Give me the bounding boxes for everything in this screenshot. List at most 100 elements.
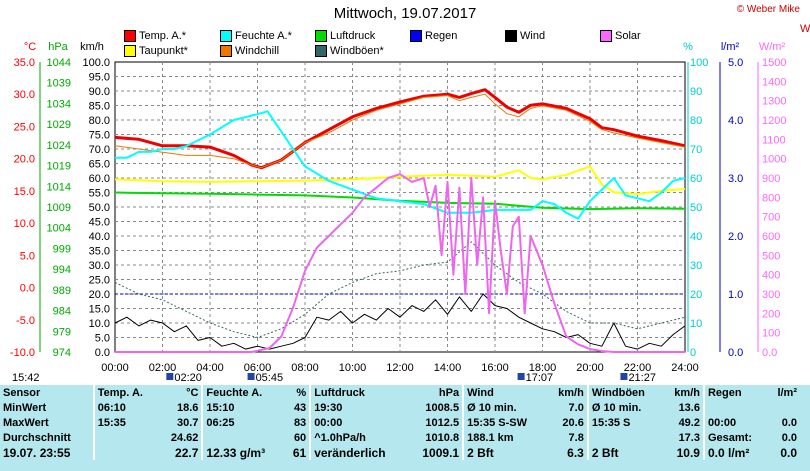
table-cell: km/h	[558, 386, 584, 399]
table-cell: Gesamt:	[702, 430, 768, 445]
wind-tick-label: 45.0	[89, 217, 110, 229]
table-cell: Ø 10 min.	[586, 400, 664, 415]
legend-label: Luftdruck	[330, 30, 376, 42]
table-cell: %	[296, 386, 307, 399]
table-row: MinWert 06:10 18.6 15:10 43 19:30 1008.5 Ø 10 m…	[0, 400, 800, 415]
table-cell: 18.6	[176, 401, 199, 414]
humidity-tick-label: 30	[690, 260, 702, 272]
table-row: MaxWert 15:35 30.7 06:25 83 00:00 1012.5 15:35 …	[0, 415, 800, 430]
x-tick-label: 10:00	[339, 362, 367, 374]
legend-item: Windchill	[220, 45, 279, 57]
x-tick-label: 02:00	[149, 362, 177, 374]
wind-tick-label: 0.0	[95, 347, 110, 359]
table-cell: 2 Bft	[462, 445, 547, 460]
table-cell: Windböen	[586, 385, 664, 400]
table-cell: 0.0	[781, 416, 797, 429]
legend-swatch	[220, 30, 232, 42]
table-cell: 30.7	[176, 416, 199, 429]
table-cell: Durchschnitt	[3, 431, 71, 444]
event-marker	[247, 373, 255, 380]
pressure-tick-label: 1039	[47, 78, 71, 90]
table-cell: 1008.5	[425, 401, 460, 414]
wind-tick-label: 5.0	[95, 333, 110, 345]
x-tick-label: 14:00	[434, 362, 462, 374]
table-cell: 0.0 l/m²	[702, 445, 768, 460]
humidity-tick-label: 100	[690, 57, 708, 69]
solar-tick-label: 500	[762, 250, 780, 262]
x-tick-label: 16:00	[481, 362, 509, 374]
temp-tick-label: 30.0	[14, 89, 35, 101]
right-edge-label: W	[800, 23, 810, 35]
solar-tick-label: 300	[762, 289, 780, 301]
table-cell: 15:10	[201, 400, 285, 415]
pressure-tick-label: 1014	[47, 181, 71, 193]
wind-tick-label: 75.0	[89, 130, 110, 142]
wind-tick-label: 90.0	[89, 86, 110, 98]
humidity-tick-label: 40	[690, 231, 702, 243]
legend-label: Solar	[615, 30, 641, 42]
table-cell: MaxWert	[3, 416, 49, 429]
temp-tick-label: 35.0	[14, 57, 35, 69]
wind-tick-label: 10.0	[89, 318, 110, 330]
event-label: 17:07	[526, 372, 554, 384]
solar-tick-label: 700	[762, 212, 780, 224]
legend-swatch	[315, 45, 327, 57]
table-cell: 1012.5	[425, 416, 460, 429]
pressure-tick-label: 989	[53, 285, 71, 297]
table-cell: 1010.8	[425, 431, 460, 444]
pressure-tick-label: 1024	[47, 140, 71, 152]
table-cell	[768, 400, 800, 415]
solar-tick-label: 1400	[762, 76, 786, 88]
table-cell: 24.62	[170, 431, 199, 444]
wind-axis-unit: km/h	[80, 41, 104, 53]
pressure-axis-unit: hPa	[48, 41, 68, 53]
temp-tick-label: -10.0	[10, 347, 35, 359]
solar-tick-label: 1200	[762, 115, 786, 127]
temp-tick-label: -5.0	[16, 315, 35, 327]
legend-label: Taupunkt*	[139, 45, 188, 57]
humidity-tick-label: 70	[690, 144, 702, 156]
table-cell: Sensor	[3, 386, 41, 399]
x-tick-label: 00:00	[101, 362, 129, 374]
table-cell: 10.9	[676, 445, 700, 460]
table-cell: km/h	[674, 386, 700, 399]
legend-label: Feuchte A.*	[235, 30, 292, 42]
table-cell: 15:35	[92, 415, 160, 430]
legend-label: Temp. A.*	[139, 30, 187, 42]
table-cell: Ø 10 min.	[462, 400, 547, 415]
table-cell	[92, 445, 160, 460]
legend-swatch	[124, 30, 136, 42]
x-tick-label: 22:00	[624, 362, 652, 374]
event-marker	[166, 373, 174, 380]
legend-item: Regen	[410, 30, 457, 42]
solar-tick-label: 600	[762, 231, 780, 243]
wind-tick-label: 20.0	[89, 289, 110, 301]
table-cell: 06:25	[201, 415, 285, 430]
chart-title: Mittwoch, 19.07.2017	[333, 5, 477, 22]
table-cell	[586, 430, 664, 445]
pressure-tick-label: 1029	[47, 119, 71, 131]
series-line-windb-en-	[114, 241, 686, 338]
legend-item: Taupunkt*	[124, 45, 188, 57]
legend-label: Windchill	[235, 45, 280, 57]
rain-tick-label: 3.0	[728, 173, 743, 185]
solar-axis-unit: W/m²	[759, 41, 786, 53]
table-cell: 7.0	[568, 401, 584, 414]
series-line-solar	[115, 173, 685, 353]
table-cell: 0.0	[780, 445, 797, 460]
table-cell: Feuchte A.	[201, 385, 285, 400]
series-line-wind	[114, 293, 686, 350]
table-cell	[702, 400, 768, 415]
table-cell: 1009.1	[422, 445, 460, 460]
x-tick-label: 20:00	[576, 362, 604, 374]
pressure-tick-label: 994	[53, 264, 71, 276]
table-cell: 00:00	[309, 415, 409, 430]
table-cell: Temp. A.	[92, 385, 160, 400]
table-cell: Regen	[702, 385, 768, 400]
x-tick-label: 18:00	[529, 362, 557, 374]
x-tick-label: 08:00	[291, 362, 319, 374]
temp-tick-label: 10.0	[14, 218, 35, 230]
solar-tick-label: 0.0	[762, 347, 777, 359]
wind-tick-label: 60.0	[89, 173, 110, 185]
humidity-tick-label: 10	[690, 318, 702, 330]
